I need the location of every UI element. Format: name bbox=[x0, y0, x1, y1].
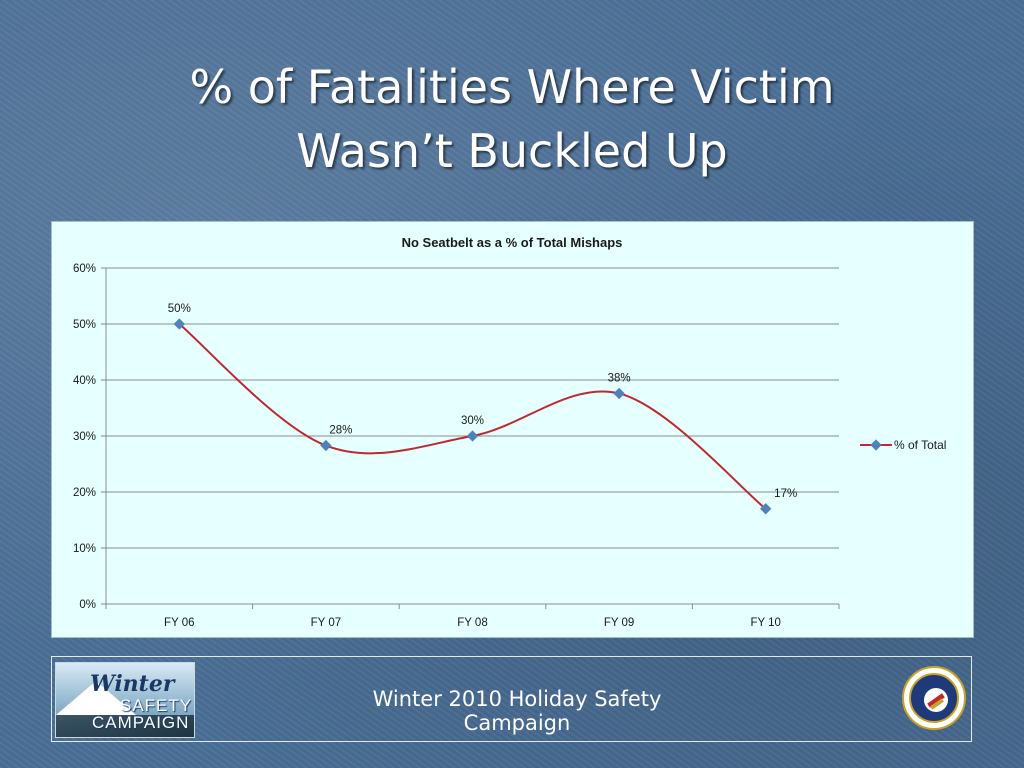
y-tick-label: 20% bbox=[73, 487, 96, 499]
data-label: 17% bbox=[774, 488, 797, 500]
data-label: 30% bbox=[461, 415, 484, 427]
y-tick-label: 30% bbox=[73, 431, 96, 443]
slide-title: % of Fatalities Where Victim Wasn’t Buck… bbox=[0, 55, 1024, 183]
data-point-marker bbox=[467, 430, 478, 441]
y-tick-label: 40% bbox=[73, 375, 96, 387]
y-tick-label: 0% bbox=[79, 599, 96, 611]
chart-title: No Seatbelt as a % of Total Mishaps bbox=[402, 235, 623, 250]
winter-safety-campaign-logo: Winter SAFETY CAMPAIGN bbox=[55, 662, 195, 738]
data-point-marker bbox=[613, 388, 624, 399]
logo-text-winter: Winter bbox=[90, 671, 174, 697]
logo-text-campaign: CAMPAIGN bbox=[92, 713, 189, 733]
y-tick-label: 50% bbox=[73, 319, 96, 331]
footer-caption: Winter 2010 Holiday Safety Campaign bbox=[352, 687, 682, 735]
data-label: 50% bbox=[168, 303, 191, 315]
data-label: 28% bbox=[329, 425, 352, 437]
y-tick-label: 10% bbox=[73, 543, 96, 555]
slide-title-line-2: Wasn’t Buckled Up bbox=[0, 119, 1024, 183]
y-tick-label: 60% bbox=[73, 263, 96, 275]
x-tick-label: FY 08 bbox=[457, 617, 487, 629]
chart-panel: No Seatbelt as a % of Total Mishaps 0% 10… bbox=[51, 221, 974, 638]
x-tick-label: FY 10 bbox=[750, 617, 780, 629]
data-label: 38% bbox=[608, 372, 631, 384]
slide-title-line-1: % of Fatalities Where Victim bbox=[0, 55, 1024, 119]
x-tick-label: FY 06 bbox=[164, 617, 194, 629]
legend-label: % of Total bbox=[894, 438, 946, 452]
x-tick-label: FY 09 bbox=[604, 617, 634, 629]
line-chart: No Seatbelt as a % of Total Mishaps 0% 10… bbox=[52, 222, 973, 637]
x-tick-label: FY 07 bbox=[311, 617, 341, 629]
data-point-marker bbox=[320, 440, 331, 451]
legend-marker-swatch bbox=[870, 439, 881, 450]
chart-legend: % of Total bbox=[860, 438, 946, 452]
naval-safety-center-seal-icon bbox=[902, 666, 966, 730]
footer-bar: Winter SAFETY CAMPAIGN Winter 2010 Holid… bbox=[51, 656, 972, 742]
